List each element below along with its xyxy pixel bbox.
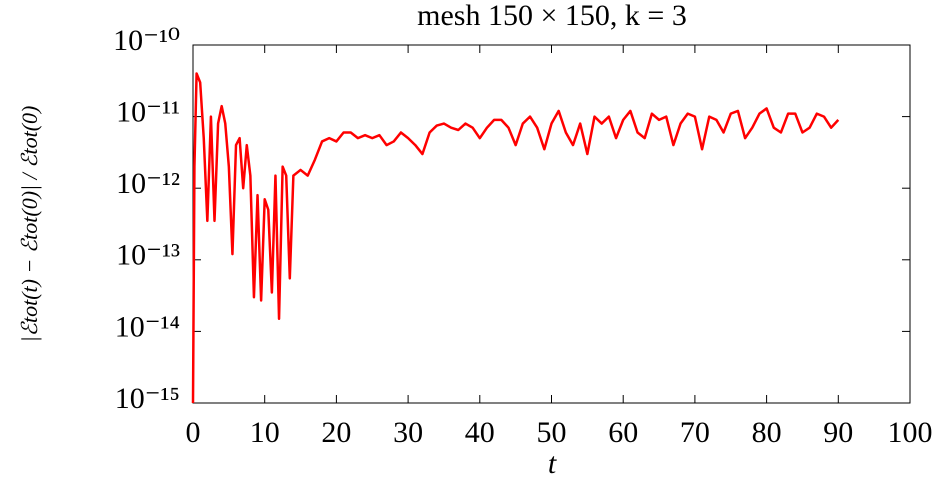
x-tick-label: 80 — [752, 416, 782, 449]
x-tick-label: 10 — [250, 416, 280, 449]
data-line — [191, 72, 840, 404]
x-tick-label: 100 — [888, 416, 933, 449]
x-tick-label: 90 — [823, 416, 853, 449]
chart-title: mesh 150 × 150, k = 3 — [417, 0, 687, 32]
x-tick-label: 50 — [537, 416, 567, 449]
plot-frame — [192, 44, 911, 404]
y-axis-label: |ℰtot(t) − ℰtot(0)| / ℰtot(0) — [17, 106, 42, 343]
y-tick-label: 10⁻¹⁰ — [113, 24, 180, 57]
y-tick-label: 10⁻¹³ — [116, 239, 180, 272]
x-tick-label: 60 — [608, 416, 638, 449]
x-tick-label: 40 — [465, 416, 495, 449]
y-tick-label: 10⁻¹⁴ — [115, 310, 180, 343]
x-tick-label: 0 — [186, 416, 201, 449]
x-axis-label: t — [548, 447, 557, 480]
x-tick-label: 30 — [393, 416, 423, 449]
x-tick-label: 70 — [680, 416, 710, 449]
y-tick-label: 10⁻¹² — [116, 167, 180, 200]
y-tick-label: 10⁻¹¹ — [116, 95, 180, 128]
y-tick-label: 10⁻¹⁵ — [115, 382, 180, 415]
x-tick-label: 20 — [321, 416, 351, 449]
